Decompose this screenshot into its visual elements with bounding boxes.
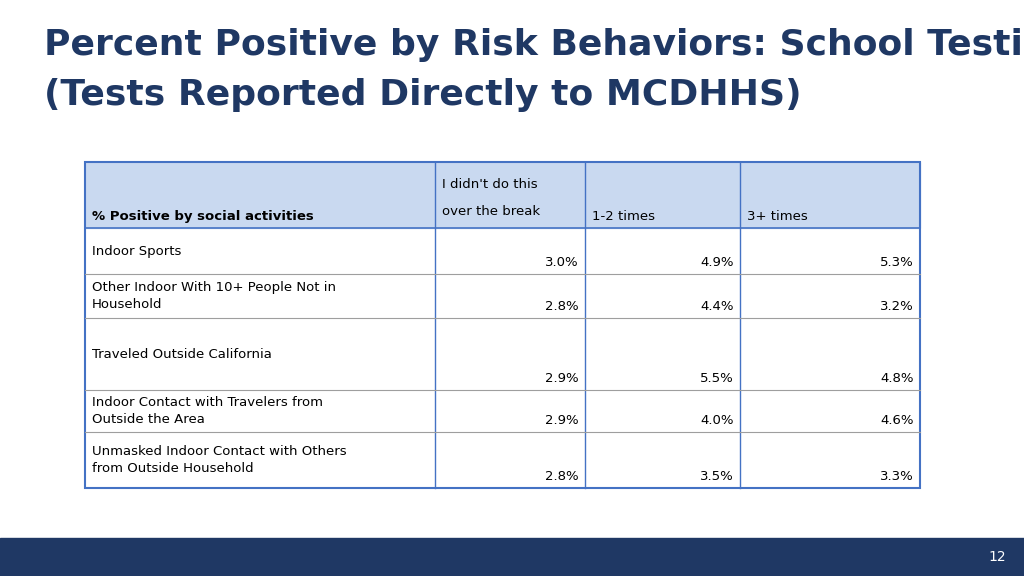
Text: Other Indoor With 10+ People Not in: Other Indoor With 10+ People Not in xyxy=(92,281,336,294)
Text: Indoor Sports: Indoor Sports xyxy=(92,244,181,257)
Text: I didn't do this: I didn't do this xyxy=(442,178,538,191)
Text: 4.8%: 4.8% xyxy=(881,372,914,385)
Text: Indoor Contact with Travelers from: Indoor Contact with Travelers from xyxy=(92,396,323,409)
Text: 3+ times: 3+ times xyxy=(746,210,808,223)
Text: 2.8%: 2.8% xyxy=(546,470,579,483)
Text: 5.5%: 5.5% xyxy=(700,372,734,385)
Text: Household: Household xyxy=(92,298,163,311)
Text: 3.0%: 3.0% xyxy=(546,256,579,269)
Text: 2.9%: 2.9% xyxy=(546,414,579,427)
Text: 4.9%: 4.9% xyxy=(700,256,734,269)
Text: 3.3%: 3.3% xyxy=(881,470,914,483)
Text: 4.6%: 4.6% xyxy=(881,414,914,427)
Bar xyxy=(0,538,1024,576)
Text: 1-2 times: 1-2 times xyxy=(592,210,655,223)
Text: 3.5%: 3.5% xyxy=(700,470,734,483)
Text: from Outside Household: from Outside Household xyxy=(92,462,254,475)
Text: over the break: over the break xyxy=(442,205,540,218)
Text: (Tests Reported Directly to MCDHHS): (Tests Reported Directly to MCDHHS) xyxy=(44,78,802,112)
Bar xyxy=(85,162,920,488)
Text: % Positive by social activities: % Positive by social activities xyxy=(92,210,313,223)
Text: 4.0%: 4.0% xyxy=(700,414,734,427)
Text: Traveled Outside California: Traveled Outside California xyxy=(92,347,272,361)
Bar xyxy=(85,162,920,228)
Text: 5.3%: 5.3% xyxy=(881,256,914,269)
Text: Outside the Area: Outside the Area xyxy=(92,413,205,426)
Text: Unmasked Indoor Contact with Others: Unmasked Indoor Contact with Others xyxy=(92,445,347,458)
Text: 3.2%: 3.2% xyxy=(881,300,914,313)
Text: 2.8%: 2.8% xyxy=(546,300,579,313)
Text: Percent Positive by Risk Behaviors: School Testing: Percent Positive by Risk Behaviors: Scho… xyxy=(44,28,1024,62)
Text: 2.9%: 2.9% xyxy=(546,372,579,385)
Text: 12: 12 xyxy=(988,550,1006,564)
Text: 4.4%: 4.4% xyxy=(700,300,734,313)
